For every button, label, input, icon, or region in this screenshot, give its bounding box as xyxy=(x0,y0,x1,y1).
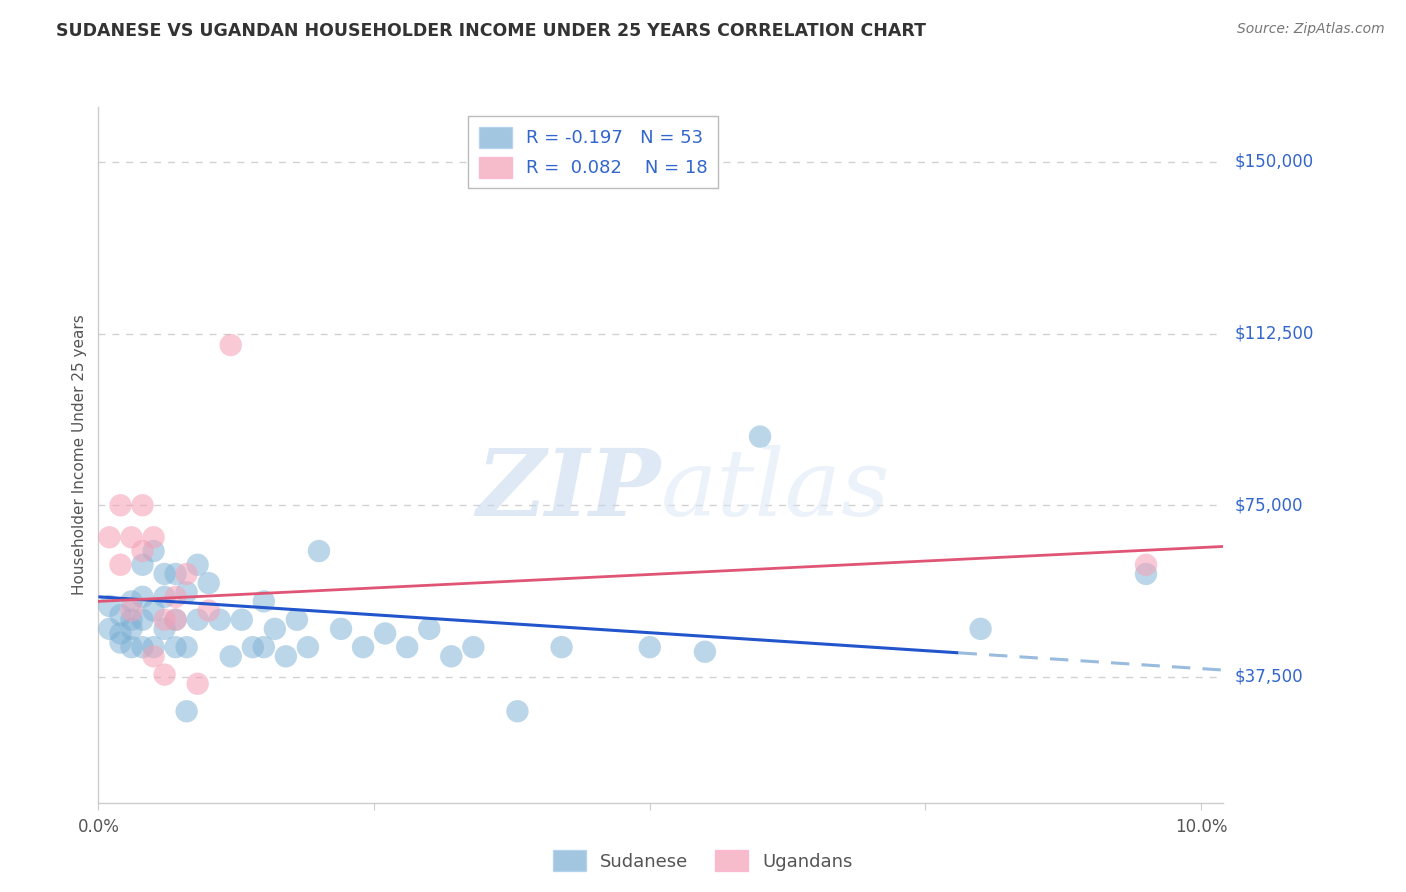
Text: $112,500: $112,500 xyxy=(1234,325,1313,343)
Legend: Sudanese, Ugandans: Sudanese, Ugandans xyxy=(546,843,860,879)
Point xyxy=(98,622,121,636)
Point xyxy=(110,608,132,623)
Point xyxy=(153,622,176,636)
Point xyxy=(274,649,297,664)
Point xyxy=(131,544,153,558)
Point xyxy=(330,622,353,636)
Point xyxy=(253,594,276,608)
Point xyxy=(352,640,374,655)
Point xyxy=(110,635,132,649)
Text: Source: ZipAtlas.com: Source: ZipAtlas.com xyxy=(1237,22,1385,37)
Point xyxy=(440,649,463,664)
Point xyxy=(121,603,143,617)
Point xyxy=(219,338,242,352)
Point xyxy=(550,640,572,655)
Point xyxy=(418,622,440,636)
Point xyxy=(176,704,198,718)
Text: $75,000: $75,000 xyxy=(1234,496,1303,515)
Point xyxy=(263,622,285,636)
Point xyxy=(121,530,143,544)
Point xyxy=(165,613,187,627)
Point xyxy=(219,649,242,664)
Point xyxy=(121,640,143,655)
Point xyxy=(285,613,308,627)
Legend: R = -0.197   N = 53, R =  0.082    N = 18: R = -0.197 N = 53, R = 0.082 N = 18 xyxy=(468,116,718,188)
Point xyxy=(297,640,319,655)
Point xyxy=(131,613,153,627)
Point xyxy=(121,613,143,627)
Text: ZIP: ZIP xyxy=(477,445,661,534)
Point xyxy=(121,622,143,636)
Point xyxy=(208,613,231,627)
Point xyxy=(153,590,176,604)
Point xyxy=(131,640,153,655)
Point xyxy=(396,640,419,655)
Point xyxy=(165,590,187,604)
Point xyxy=(121,594,143,608)
Point xyxy=(176,640,198,655)
Point xyxy=(463,640,485,655)
Point xyxy=(142,649,165,664)
Point xyxy=(98,530,121,544)
Text: $150,000: $150,000 xyxy=(1234,153,1313,171)
Point xyxy=(231,613,253,627)
Point xyxy=(131,558,153,572)
Point xyxy=(197,603,219,617)
Point xyxy=(242,640,264,655)
Point xyxy=(197,576,219,591)
Point xyxy=(142,603,165,617)
Point xyxy=(131,498,153,512)
Point xyxy=(176,585,198,599)
Point xyxy=(1135,558,1157,572)
Point xyxy=(110,558,132,572)
Point xyxy=(142,544,165,558)
Y-axis label: Householder Income Under 25 years: Householder Income Under 25 years xyxy=(72,315,87,595)
Point xyxy=(693,645,716,659)
Point xyxy=(165,613,187,627)
Point xyxy=(1135,566,1157,581)
Point xyxy=(187,677,209,691)
Point xyxy=(110,626,132,640)
Point xyxy=(98,599,121,613)
Point xyxy=(638,640,661,655)
Point xyxy=(749,429,772,443)
Point xyxy=(153,613,176,627)
Point xyxy=(165,640,187,655)
Point xyxy=(142,530,165,544)
Text: atlas: atlas xyxy=(661,445,890,534)
Point xyxy=(969,622,991,636)
Point xyxy=(374,626,396,640)
Text: $37,500: $37,500 xyxy=(1234,668,1303,686)
Point xyxy=(153,566,176,581)
Point xyxy=(187,558,209,572)
Point xyxy=(187,613,209,627)
Point xyxy=(253,640,276,655)
Point xyxy=(142,640,165,655)
Point xyxy=(176,566,198,581)
Point xyxy=(308,544,330,558)
Point xyxy=(131,590,153,604)
Point xyxy=(153,667,176,681)
Point xyxy=(110,498,132,512)
Point xyxy=(506,704,529,718)
Text: SUDANESE VS UGANDAN HOUSEHOLDER INCOME UNDER 25 YEARS CORRELATION CHART: SUDANESE VS UGANDAN HOUSEHOLDER INCOME U… xyxy=(56,22,927,40)
Point xyxy=(165,566,187,581)
